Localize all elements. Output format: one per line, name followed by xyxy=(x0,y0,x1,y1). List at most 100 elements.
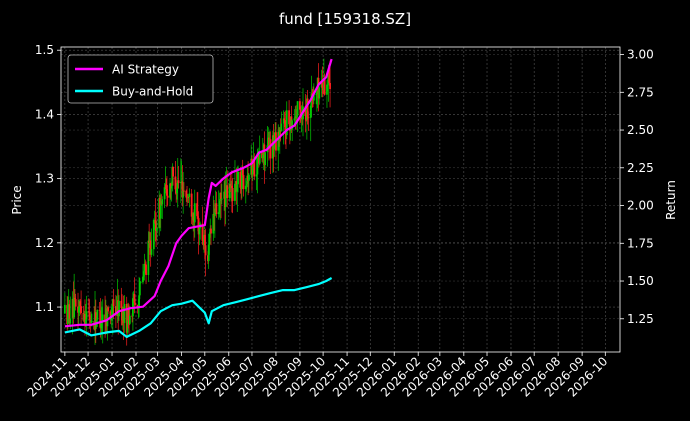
y-left-tick-label: 1.2 xyxy=(35,236,54,250)
candle-body xyxy=(321,82,324,89)
candle-body xyxy=(166,189,168,196)
candle-body xyxy=(128,315,131,324)
candle-body xyxy=(296,101,299,116)
candle-body xyxy=(166,195,169,198)
candle-body xyxy=(87,311,90,313)
y-right-tick-label: 1.25 xyxy=(627,312,654,326)
candle-body xyxy=(204,245,207,256)
candle-body xyxy=(79,301,82,307)
candle-body xyxy=(234,183,236,201)
candle-body xyxy=(230,185,233,189)
candle-body xyxy=(295,115,298,118)
candle-body xyxy=(77,307,80,313)
candle-body xyxy=(145,264,147,275)
candle-body xyxy=(155,223,157,231)
candle-body xyxy=(137,308,140,309)
candle-body xyxy=(307,117,310,119)
y-right-tick-label: 2.75 xyxy=(627,85,654,99)
candle-body xyxy=(316,92,318,95)
candle-body xyxy=(217,212,220,215)
candle-body xyxy=(215,203,218,215)
candle-body xyxy=(69,318,72,324)
legend-box xyxy=(67,54,214,104)
candle-body xyxy=(101,314,104,321)
candle-body xyxy=(282,118,285,124)
candle-body xyxy=(179,182,182,184)
candle-body xyxy=(152,219,155,250)
candle-body xyxy=(63,304,66,314)
candle-body xyxy=(326,84,329,86)
candle-body xyxy=(264,152,267,166)
candle-body xyxy=(277,131,280,151)
candle-body xyxy=(183,190,185,192)
candle-body xyxy=(99,310,102,329)
y-right-tick-label: 2.25 xyxy=(627,161,654,175)
candle-body xyxy=(161,199,164,205)
candle-body xyxy=(220,192,222,200)
candle-body xyxy=(134,302,137,305)
candle-body xyxy=(67,304,69,324)
candle-body xyxy=(261,154,264,159)
candle-body xyxy=(255,174,258,177)
candle-body xyxy=(288,110,290,125)
candle-body xyxy=(241,167,244,176)
candle-body xyxy=(149,240,152,255)
candle-body xyxy=(309,105,312,118)
candle-body xyxy=(109,311,112,321)
series-line-buy-and-hold xyxy=(64,277,333,338)
candle-body xyxy=(253,159,256,177)
candle-body xyxy=(218,200,221,213)
y-left-tick-label: 1.5 xyxy=(35,43,54,57)
candle-body xyxy=(226,185,229,199)
candle-body xyxy=(239,171,242,188)
candle-body xyxy=(91,321,93,322)
plot-frame xyxy=(60,46,621,353)
candle-body xyxy=(318,87,321,99)
candle-body xyxy=(323,77,326,95)
candle-body xyxy=(326,84,328,95)
candle-body xyxy=(329,82,331,90)
y-right-tick-label: 1.75 xyxy=(627,236,654,250)
candle-body xyxy=(201,223,204,241)
candle-body xyxy=(154,219,157,224)
candle-body xyxy=(98,309,101,311)
candle-body xyxy=(88,311,91,321)
candle-body xyxy=(280,123,283,132)
candle-body xyxy=(170,185,173,189)
candle-body xyxy=(236,184,239,192)
candle-body xyxy=(285,110,288,136)
candle-body xyxy=(251,158,253,175)
y-right-tick-label: 1.50 xyxy=(627,274,654,288)
candle-body xyxy=(96,309,99,320)
candle-body xyxy=(231,188,234,201)
candle-body xyxy=(284,120,287,131)
candle-body xyxy=(182,190,185,198)
candle-body xyxy=(256,153,259,175)
candle-body xyxy=(68,304,71,324)
candle-body xyxy=(224,189,227,207)
candle-body xyxy=(100,322,103,329)
candle-body xyxy=(187,196,190,198)
candle-body xyxy=(80,306,83,313)
candle-body xyxy=(294,116,297,119)
candle-body xyxy=(299,101,301,110)
candle-body xyxy=(220,198,223,200)
candle-body xyxy=(84,313,86,324)
candle-body xyxy=(142,276,144,283)
y-left-tick-label: 1.1 xyxy=(35,300,54,314)
candle-body xyxy=(203,234,206,246)
candle-body xyxy=(228,183,231,199)
candle-body xyxy=(241,167,243,189)
legend: AI Strategy Buy-and-Hold xyxy=(67,54,214,104)
candle-body xyxy=(229,183,232,188)
candle-body xyxy=(112,299,115,307)
candle-body xyxy=(163,187,166,200)
candle-body xyxy=(118,300,120,317)
candle-body xyxy=(193,203,196,223)
candle-body xyxy=(176,180,179,189)
candle-body xyxy=(258,153,261,164)
candle-body xyxy=(144,263,147,265)
candle-body xyxy=(74,297,76,300)
candle-body xyxy=(188,193,191,198)
